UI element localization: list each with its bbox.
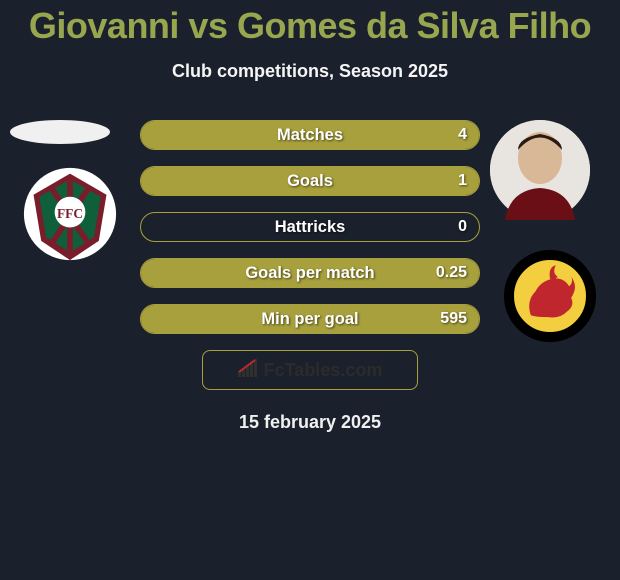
stat-rows: Matches4Goals1Hattricks0Goals per match0…	[140, 120, 480, 334]
page-title: Giovanni vs Gomes da Silva Filho	[0, 5, 620, 47]
stat-label: Goals per match	[141, 259, 479, 287]
stat-row: Hattricks0	[140, 212, 480, 242]
comparison-card: Giovanni vs Gomes da Silva Filho Club co…	[0, 0, 620, 433]
stat-value-right: 0.25	[436, 259, 467, 287]
stat-label: Goals	[141, 167, 479, 195]
fluminense-crest-icon: FFC	[22, 166, 118, 262]
player-silhouette-icon	[490, 120, 590, 220]
brand-text: FcTables.com	[264, 360, 383, 381]
stats-block: FFC Matches4 Goals1 Hattricks0 Goals per ma…	[0, 120, 620, 433]
stat-value-right: 0	[458, 213, 467, 241]
stat-label: Hattricks	[141, 213, 479, 241]
brand-box[interactable]: FcTables.com	[202, 350, 418, 390]
stat-row: Min per goal595	[140, 304, 480, 334]
club-crest-left: FFC	[22, 166, 118, 262]
svg-text:FFC: FFC	[57, 206, 83, 221]
bar-chart-icon	[238, 359, 260, 382]
stat-row: Goals1	[140, 166, 480, 196]
player-right-avatar	[490, 120, 590, 220]
stat-row: Matches4	[140, 120, 480, 150]
sport-recife-crest-icon	[502, 248, 598, 344]
player-left-avatar	[10, 120, 110, 144]
subtitle: Club competitions, Season 2025	[0, 61, 620, 82]
stat-label: Min per goal	[141, 305, 479, 333]
stat-row: Goals per match0.25	[140, 258, 480, 288]
stat-value-right: 595	[440, 305, 467, 333]
stat-value-right: 1	[458, 167, 467, 195]
stat-value-right: 4	[458, 121, 467, 149]
stat-label: Matches	[141, 121, 479, 149]
club-crest-right	[502, 248, 598, 344]
date-line: 15 february 2025	[0, 412, 620, 433]
